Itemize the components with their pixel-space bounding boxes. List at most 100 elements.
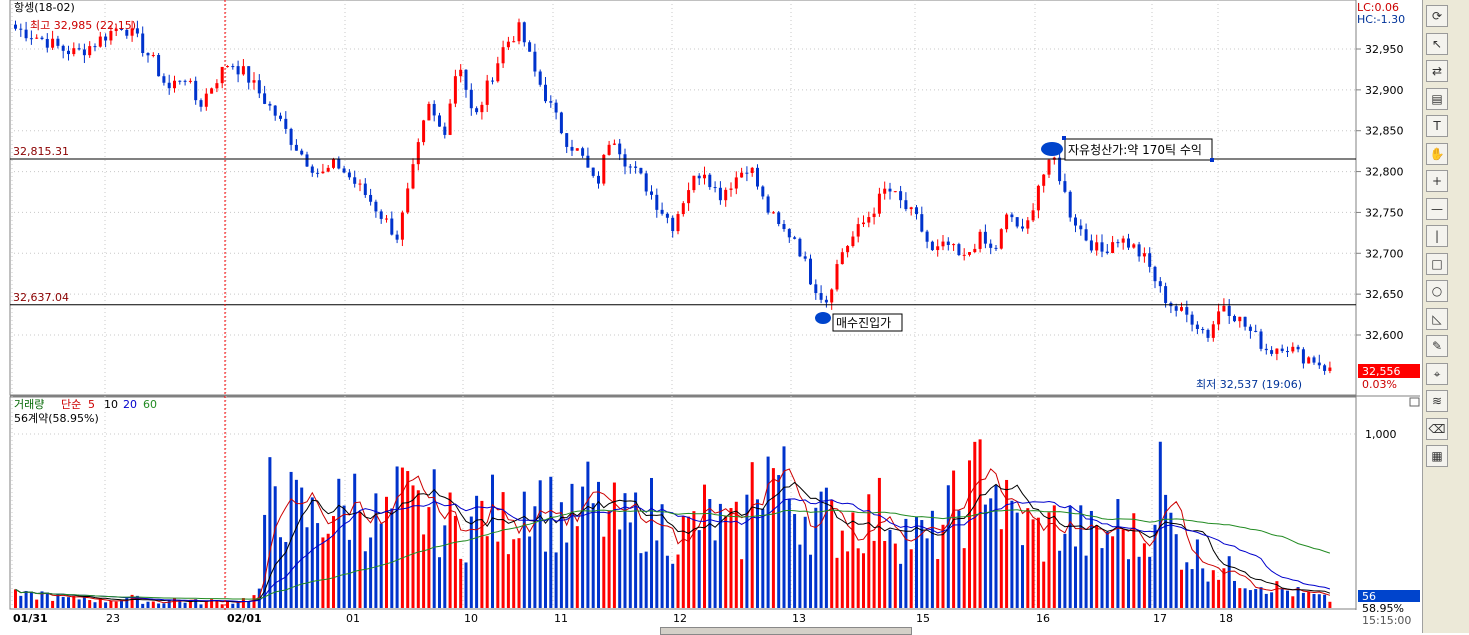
candle-body: [268, 103, 272, 106]
circle-icon[interactable]: ○: [1426, 280, 1448, 302]
candle-body: [1291, 346, 1295, 352]
volume-bar: [491, 474, 494, 608]
candle-body: [565, 133, 569, 147]
crosshair-icon[interactable]: +: [1426, 170, 1448, 192]
candle-body: [1243, 316, 1247, 327]
layers-icon[interactable]: ▦: [1426, 445, 1448, 467]
candle-body: [999, 229, 1003, 249]
time-tick-label: 18: [1219, 612, 1233, 625]
candle-body: [1121, 238, 1125, 243]
volume-bar: [941, 524, 945, 608]
candle-body: [506, 41, 510, 48]
candle-body: [316, 172, 320, 174]
exit-marker[interactable]: [1041, 142, 1063, 156]
pencil-icon[interactable]: ✎: [1426, 335, 1448, 357]
rect-icon[interactable]: □: [1426, 252, 1448, 275]
candle-body: [469, 89, 473, 109]
volume-bar: [1206, 581, 1210, 608]
volume-bar: [215, 600, 219, 608]
volume-bar: [745, 494, 749, 608]
candle-body: [305, 154, 309, 167]
hand-icon[interactable]: ✋: [1426, 142, 1448, 165]
candle-body: [899, 191, 903, 201]
volume-bar: [294, 479, 298, 608]
exit-box[interactable]: [1064, 138, 1213, 161]
volume-bar: [1026, 508, 1030, 608]
candle-body: [337, 159, 341, 169]
buy-entry-box[interactable]: [832, 313, 903, 332]
refresh-icon[interactable]: ⟳: [1426, 5, 1448, 27]
candle-body: [824, 299, 828, 303]
candle-body: [1323, 365, 1327, 371]
candle-body: [1238, 316, 1242, 322]
page-icon[interactable]: ▤: [1426, 87, 1448, 110]
volume-bar: [644, 551, 648, 608]
vline-icon[interactable]: |: [1426, 225, 1448, 247]
exit-handle-icon[interactable]: [1210, 158, 1214, 162]
volume-bar: [19, 595, 23, 608]
volume-bar: [1042, 561, 1046, 608]
candle-body: [915, 207, 918, 215]
candle-body: [862, 222, 865, 225]
buy-entry-marker[interactable]: [815, 312, 831, 324]
candle-body: [734, 177, 738, 189]
candle-body: [353, 177, 357, 184]
volume-bar: [82, 596, 86, 608]
close-panel-icon[interactable]: [1409, 397, 1420, 407]
volume-bar: [846, 551, 850, 608]
volume-bar: [618, 529, 622, 608]
compass-icon[interactable]: ⌖: [1426, 362, 1448, 385]
eraser-icon[interactable]: ⌫: [1426, 417, 1448, 440]
volume-bar: [199, 604, 203, 608]
hline-icon[interactable]: —: [1426, 197, 1448, 220]
volume-bar: [475, 495, 479, 608]
zoom-icon[interactable]: ⇄: [1426, 60, 1448, 82]
volume-bar: [72, 595, 76, 608]
candle-body: [1195, 324, 1199, 330]
candle-body: [294, 144, 298, 151]
volume-bar: [713, 540, 717, 608]
volume-bar: [650, 477, 653, 608]
candle-body: [289, 128, 293, 145]
candle-body: [178, 80, 182, 82]
volume-bar: [989, 498, 993, 608]
candle-body: [204, 93, 208, 107]
volume-bar: [814, 507, 818, 608]
candle-body: [655, 194, 659, 210]
candle-body: [263, 93, 267, 104]
candle-body: [167, 82, 171, 89]
candle-body: [347, 172, 351, 178]
candle-body: [257, 80, 261, 94]
volume-ma-lines: [15, 468, 1331, 604]
volume-bar: [183, 602, 187, 608]
cursor-icon[interactable]: ↖: [1426, 32, 1448, 55]
candle-body: [19, 28, 23, 30]
candle-body: [24, 29, 28, 39]
horizontal-scrollbar[interactable]: [660, 627, 912, 635]
volume-bar: [586, 461, 590, 608]
candle-body: [771, 212, 775, 214]
candle-body: [602, 154, 606, 184]
volume-bar: [369, 537, 373, 608]
fib-icon[interactable]: ≋: [1426, 390, 1448, 412]
volume-bar: [533, 506, 537, 608]
triangle-icon[interactable]: ◺: [1426, 307, 1448, 330]
candle-body: [1063, 181, 1067, 192]
volume-bar: [178, 599, 182, 608]
candle-body: [840, 252, 844, 265]
volume-bar: [681, 516, 685, 608]
volume-bar: [798, 544, 802, 608]
candle-body: [978, 231, 982, 249]
text-icon[interactable]: T: [1426, 115, 1448, 137]
volume-bar: [1190, 569, 1194, 608]
volume-bar: [151, 601, 155, 608]
price-tick-label: 32,600: [1365, 329, 1404, 342]
volume-bar: [607, 511, 611, 608]
volume-bar: [671, 563, 675, 608]
exit-handle-icon[interactable]: [1062, 136, 1066, 140]
candle-body: [1105, 251, 1109, 254]
candle-body: [400, 212, 404, 240]
volume-bar: [724, 515, 728, 608]
volume-bar: [787, 499, 791, 608]
volume-bar: [1233, 580, 1236, 608]
